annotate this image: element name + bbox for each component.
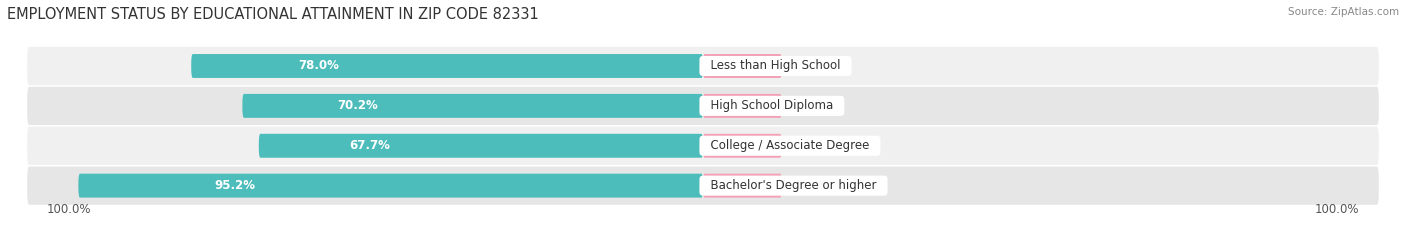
FancyBboxPatch shape [259, 134, 703, 158]
FancyBboxPatch shape [191, 54, 703, 78]
FancyBboxPatch shape [703, 134, 782, 158]
Text: 100.0%: 100.0% [1315, 203, 1360, 216]
Text: 0.0%: 0.0% [799, 179, 828, 192]
Text: Less than High School: Less than High School [703, 59, 848, 72]
FancyBboxPatch shape [79, 174, 703, 198]
Text: 70.2%: 70.2% [337, 99, 378, 112]
Text: Bachelor's Degree or higher: Bachelor's Degree or higher [703, 179, 884, 192]
Text: High School Diploma: High School Diploma [703, 99, 841, 112]
FancyBboxPatch shape [27, 167, 1379, 205]
Text: 95.2%: 95.2% [214, 179, 254, 192]
Text: 78.0%: 78.0% [298, 59, 340, 72]
FancyBboxPatch shape [703, 174, 782, 198]
FancyBboxPatch shape [27, 87, 1379, 125]
FancyBboxPatch shape [242, 94, 703, 118]
Text: 0.0%: 0.0% [799, 99, 828, 112]
FancyBboxPatch shape [703, 94, 782, 118]
Text: EMPLOYMENT STATUS BY EDUCATIONAL ATTAINMENT IN ZIP CODE 82331: EMPLOYMENT STATUS BY EDUCATIONAL ATTAINM… [7, 7, 538, 22]
Text: 100.0%: 100.0% [46, 203, 91, 216]
FancyBboxPatch shape [27, 127, 1379, 165]
Text: 0.0%: 0.0% [799, 59, 828, 72]
Text: 0.0%: 0.0% [799, 139, 828, 152]
Text: 67.7%: 67.7% [350, 139, 391, 152]
FancyBboxPatch shape [703, 54, 782, 78]
FancyBboxPatch shape [27, 47, 1379, 85]
Text: Source: ZipAtlas.com: Source: ZipAtlas.com [1288, 7, 1399, 17]
Text: College / Associate Degree: College / Associate Degree [703, 139, 877, 152]
